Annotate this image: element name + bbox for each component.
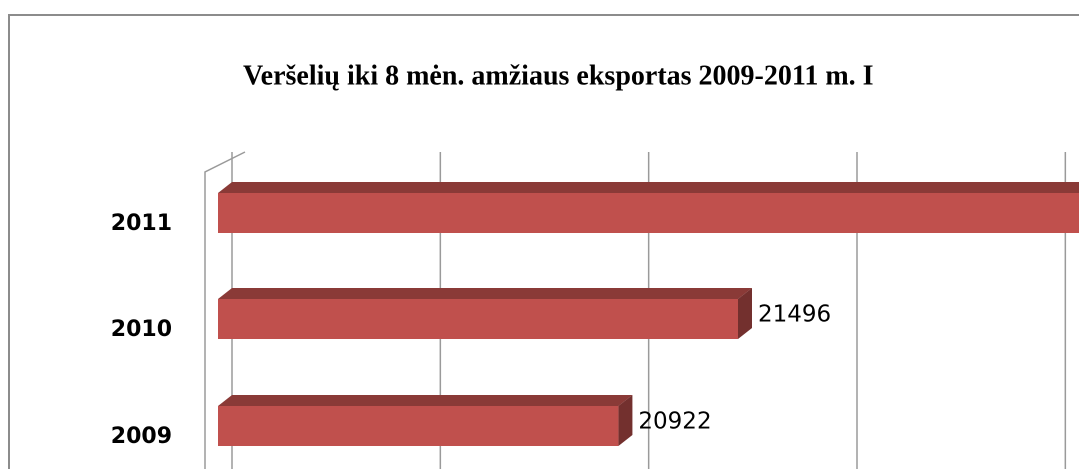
bar-front (218, 406, 619, 446)
bar-top (218, 182, 1079, 193)
chart-title: Veršelių iki 8 mėn. amžiaus eksportas 20… (243, 60, 874, 91)
chart-frame (8, 14, 1079, 469)
bar-front (218, 299, 738, 339)
bar-side (618, 395, 633, 446)
bar-front (218, 193, 1079, 233)
data-label: 21496 (758, 302, 831, 328)
bar (218, 395, 633, 446)
bar-top (218, 395, 633, 406)
bar (218, 288, 752, 339)
bars: 2011 2010 21496 2009 20922 (111, 182, 1079, 449)
y-tick-label: 2011 (111, 211, 172, 236)
bar-side (738, 288, 752, 339)
bar-top (218, 288, 752, 299)
y-tick-label: 2009 (111, 424, 172, 449)
y-tick-label: 2010 (111, 317, 172, 342)
bar (218, 182, 1079, 233)
data-label: 20922 (638, 409, 711, 435)
